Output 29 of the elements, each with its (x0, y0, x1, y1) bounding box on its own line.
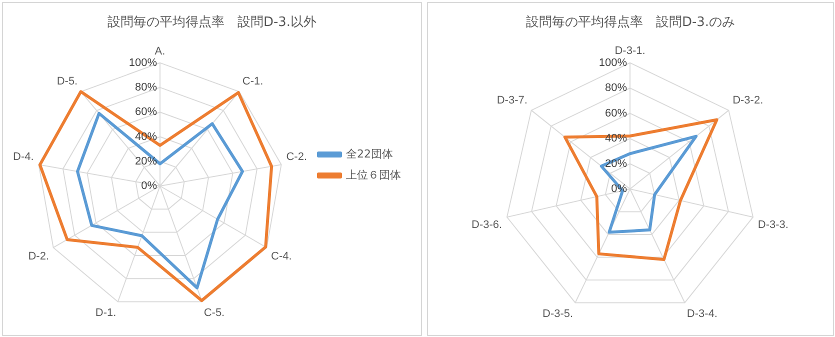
legend-label: 上位６団体 (346, 168, 401, 182)
y-tick-label: 20% (134, 155, 158, 168)
spoke-label: D-3-6. (472, 218, 502, 231)
y-tick-label: 80% (134, 82, 158, 94)
chart-title: 設問毎の平均得点率 設問D-3.のみ (526, 14, 736, 30)
spoke-label: D-2. (28, 250, 50, 263)
spoke-label: C-1. (242, 75, 264, 88)
y-tick-label: 60% (134, 106, 158, 118)
spoke-label: C-4. (270, 250, 292, 263)
spoke-label: D-3-1. (614, 45, 646, 58)
chart-title: 設問毎の平均得点率 設問D-3.以外 (107, 14, 317, 30)
y-tick-label: 100% (128, 56, 158, 69)
y-tick-label: 80% (604, 82, 628, 94)
spoke-label: C-2. (286, 151, 307, 164)
spoke-label: D-4. (13, 151, 34, 164)
y-tick-label: 60% (604, 107, 628, 120)
y-tick-label: 100% (598, 56, 628, 69)
y-tick-label: 20% (604, 158, 628, 170)
spoke-label: D-3-4. (686, 308, 718, 320)
spoke-label: D-1. (95, 307, 116, 320)
spoke-label: D-3-2. (732, 94, 764, 107)
legend-label: 全22団体 (346, 147, 393, 160)
spoke-label: D-3-7. (496, 94, 528, 107)
spoke-label: C-5. (204, 307, 225, 320)
spoke-label: D-3-5. (542, 308, 574, 320)
spoke-label: D-5. (56, 75, 78, 88)
spoke-label: A. (154, 45, 166, 58)
y-tick-label: 0% (141, 180, 158, 192)
spoke-label: D-3-3. (758, 218, 788, 231)
